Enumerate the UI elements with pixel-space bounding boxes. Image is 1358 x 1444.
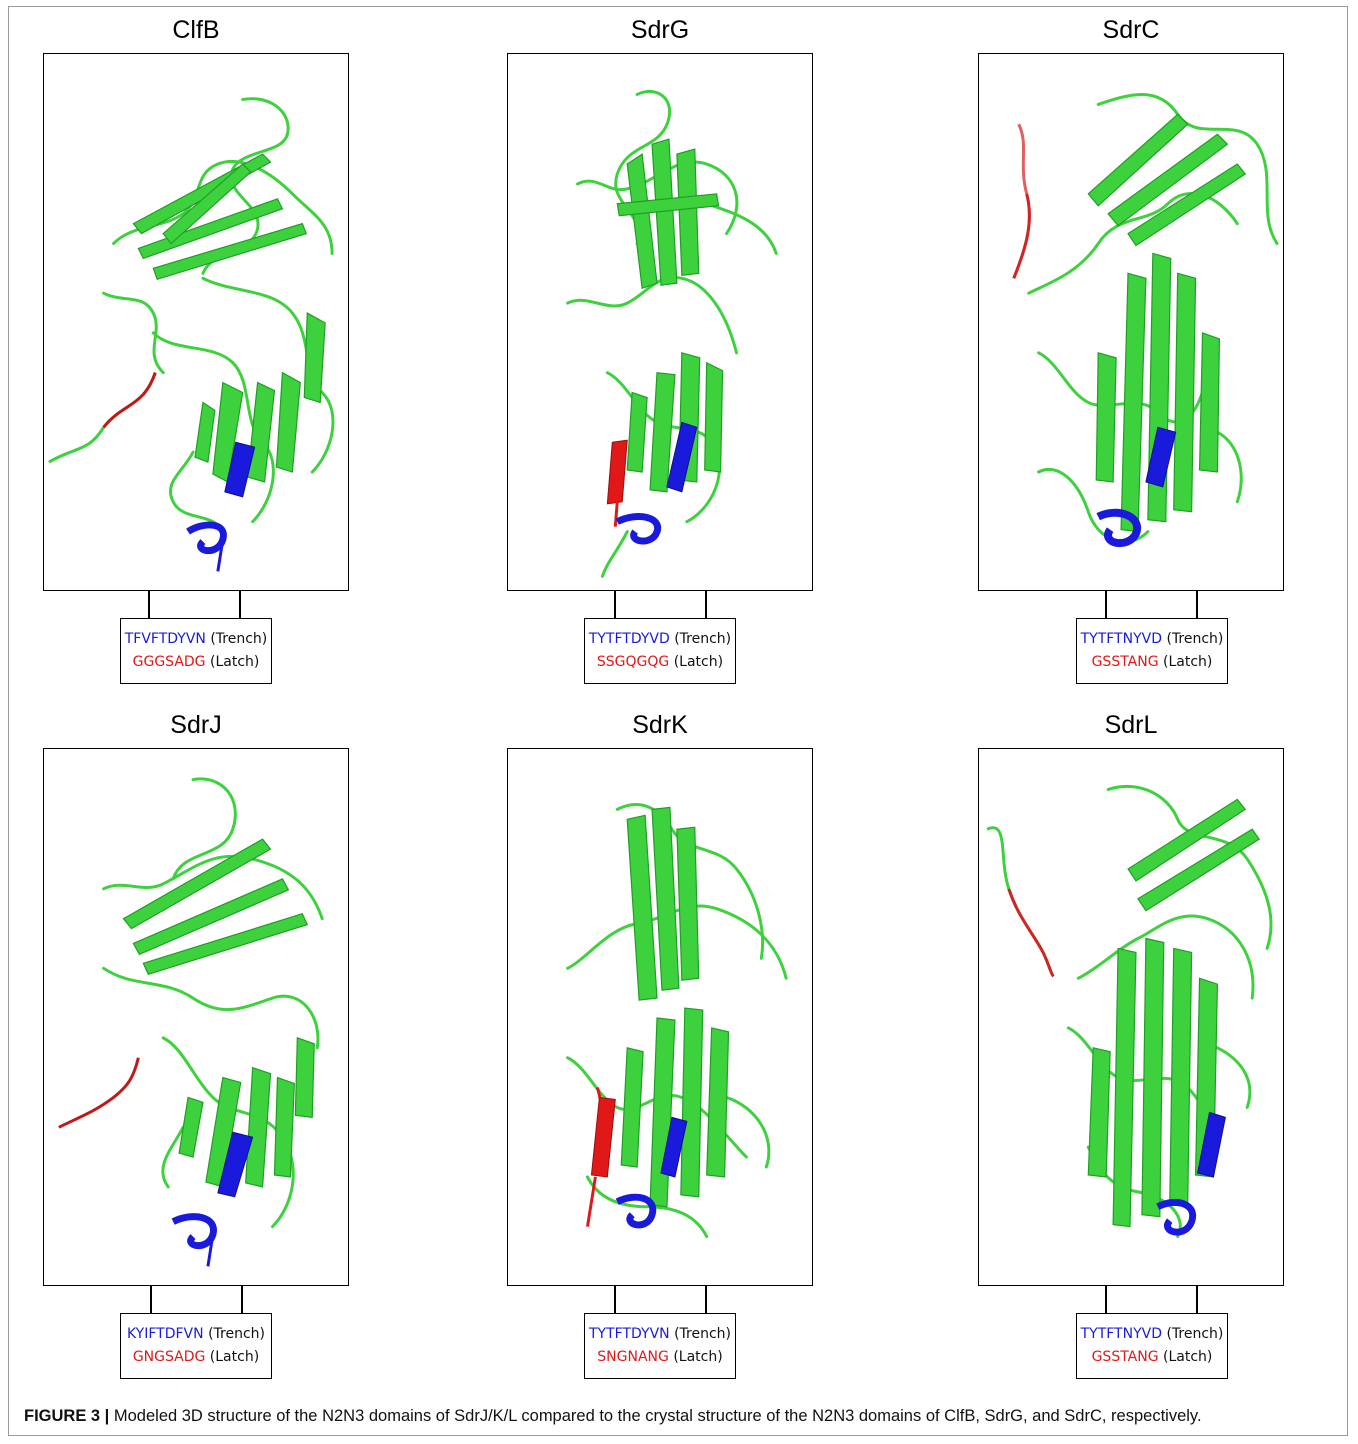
sequence-label-box: TYTFTNYVD (Trench) GSSTANG (Latch) [1076,1313,1228,1379]
trench-label: (Trench) [1166,631,1224,647]
latch-sequence: GGGSADG [132,654,206,670]
connector-line [239,591,241,619]
trench-label: (Trench) [674,631,732,647]
structure-image [978,748,1284,1286]
latch-label: (Latch) [1163,1349,1213,1365]
latch-sequence: GNGSADG [132,1349,206,1365]
trench-sequence: TYTFTDYVD [588,631,670,647]
sequence-label-box: KYIFTDFVN (Trench) GNGSADG (Latch) [120,1313,272,1379]
trench-label: (Trench) [210,631,268,647]
latch-sequence: SNGNANG [597,1349,669,1365]
trench-sequence: TYTFTNYVD [1080,1326,1162,1342]
panel-title: SdrL [1104,711,1158,739]
caption-text: Modeled 3D structure of the N2N3 domains… [109,1407,1202,1425]
trench-sequence: TYTFTDYVN [588,1326,670,1342]
structure-image [43,748,349,1286]
protein-ribbon-structure [1012,93,1279,547]
latch-label: (Latch) [673,654,724,670]
sequence-label-box: TFVFTDYVN (Trench) GGGSADG (Latch) [120,618,272,684]
structure-image [507,53,813,591]
protein-ribbon-structure [48,97,335,572]
structure-image [978,53,1284,591]
sequence-label-box: TYTFTNYVD (Trench) GSSTANG (Latch) [1076,618,1228,684]
connector-line [705,591,707,619]
latch-sequence: GSSTANG [1091,1349,1159,1365]
connector-line [614,591,616,619]
connector-line [1196,1286,1198,1314]
trench-line: TYTFTNYVD (Trench) [1077,1323,1227,1346]
trench-sequence: KYIFTDFVN [127,1326,204,1342]
latch-line: GGGSADG (Latch) [121,651,271,674]
figure-caption: FIGURE 3 | Modeled 3D structure of the N… [24,1404,1344,1430]
trench-sequence: TYTFTNYVD [1080,631,1162,647]
connector-line [148,591,150,619]
trench-line: TYTFTDYVD (Trench) [585,628,735,651]
latch-label: (Latch) [209,1349,260,1365]
latch-label: (Latch) [673,1349,723,1365]
protein-ribbon-structure [986,784,1273,1239]
connector-line [705,1286,707,1314]
structure-image [507,748,813,1286]
structure-image [43,53,349,591]
connector-line [150,1286,152,1314]
latch-line: GNGSADG (Latch) [121,1346,271,1369]
sequence-label-box: TYTFTDYVN (Trench) SNGNANG (Latch) [584,1313,736,1379]
connector-line [241,1286,243,1314]
connector-line [614,1286,616,1314]
trench-label: (Trench) [674,1326,732,1342]
panel-title: SdrJ [170,711,222,739]
latch-label: (Latch) [209,654,260,670]
latch-sequence: SSGQGQG [596,654,670,670]
protein-ribbon-structure [566,803,788,1239]
panel-title: SdrG [630,16,690,44]
connector-line [1105,1286,1107,1314]
connector-line [1196,591,1198,619]
trench-label: (Trench) [208,1326,265,1342]
panel-title: ClfB [172,16,220,44]
latch-line: SNGNANG (Latch) [585,1346,735,1369]
connector-line [1105,591,1107,619]
trench-line: TYTFTDYVN (Trench) [585,1323,735,1346]
latch-line: SSGQGQG (Latch) [585,651,735,674]
latch-sequence: GSSTANG [1091,654,1159,670]
trench-line: TFVFTDYVN (Trench) [121,628,271,651]
sequence-label-box: TYTFTDYVD (Trench) SSGQGQG (Latch) [584,618,736,684]
caption-label: FIGURE 3 | [24,1407,110,1425]
trench-line: KYIFTDFVN (Trench) [121,1323,271,1346]
protein-ribbon-structure [58,777,324,1267]
trench-sequence: TFVFTDYVN [124,631,206,647]
panel-title: SdrC [1102,16,1160,44]
trench-line: TYTFTNYVD (Trench) [1077,628,1227,651]
figure-frame [8,6,1348,1436]
latch-label: (Latch) [1163,654,1213,670]
trench-label: (Trench) [1166,1326,1224,1342]
latch-line: GSSTANG (Latch) [1077,651,1227,674]
protein-ribbon-structure [566,89,778,578]
latch-line: GSSTANG (Latch) [1077,1346,1227,1369]
panel-title: SdrK [632,711,688,739]
